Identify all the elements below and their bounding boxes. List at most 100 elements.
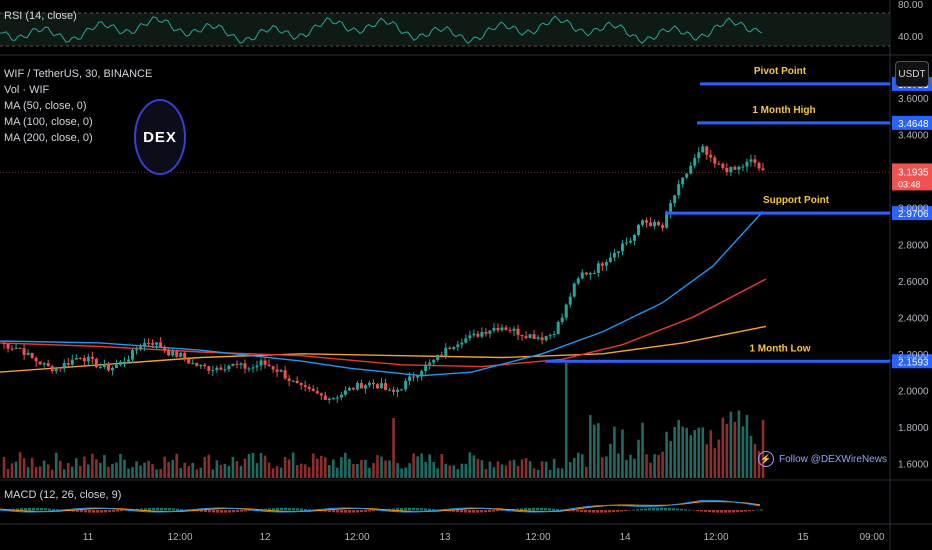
candle-body — [74, 357, 78, 360]
candle-body — [552, 334, 556, 336]
volume-bar — [508, 460, 512, 478]
candle-body — [223, 369, 227, 371]
candle-body — [159, 342, 163, 348]
macd-histogram-bar — [712, 510, 715, 513]
candle-body — [641, 220, 645, 225]
candles — [2, 143, 765, 404]
rsi-band — [0, 13, 890, 46]
volume-bar — [46, 464, 50, 478]
macd-histogram-bar — [352, 510, 355, 513]
candle-body — [34, 357, 38, 362]
macd-histogram-bar — [144, 508, 147, 511]
macd-histogram-bar — [420, 508, 423, 511]
candle-body — [143, 342, 147, 347]
volume-bar — [729, 411, 733, 478]
volume-bar — [757, 450, 761, 478]
volume-bar — [195, 469, 199, 478]
candle-body — [363, 385, 367, 389]
volume-bar — [448, 465, 452, 478]
volume-bar — [456, 469, 460, 478]
level-price-label: 3.4648 — [898, 119, 929, 130]
price-tick: 2.2000 — [898, 350, 929, 361]
ma-50-line[interactable]: MA (50, close, 0) — [4, 100, 87, 112]
volume-bar — [139, 465, 142, 478]
symbol-line[interactable]: WIF / TetherUS, 30, BINANCE — [4, 68, 153, 80]
candle-body — [528, 334, 532, 339]
candle-body — [114, 364, 118, 368]
volume-bar — [207, 454, 211, 478]
candle-body — [359, 382, 363, 389]
macd-histogram-bar — [452, 510, 455, 512]
volume-bar — [472, 455, 476, 478]
candle-body — [131, 349, 135, 360]
macd-histogram-bar — [536, 507, 539, 511]
price-tick: 3.4000 — [898, 131, 929, 142]
candle-body — [645, 220, 649, 223]
ma-200-line[interactable]: MA (200, close, 0) — [4, 132, 93, 144]
macd-histogram-bar — [608, 510, 611, 513]
candle-body — [665, 213, 669, 228]
volume-bar — [239, 465, 243, 478]
macd-histogram-bar — [428, 508, 431, 511]
volume-bar — [50, 469, 54, 478]
candle-body — [22, 348, 26, 356]
currency-button[interactable]: USDT — [895, 61, 929, 87]
volume-bar — [753, 444, 757, 478]
macd-histogram-bar — [480, 510, 483, 513]
volume-bar — [709, 430, 713, 478]
candle-body — [729, 167, 733, 173]
volume-bar — [75, 458, 78, 478]
volume-bar — [609, 443, 612, 478]
volume-bar — [380, 456, 383, 478]
macd-histogram-bar — [204, 510, 207, 513]
volume-bar — [717, 439, 721, 478]
candle-body — [568, 296, 572, 305]
macd-histogram-bar — [48, 508, 51, 511]
volume-bar — [504, 465, 508, 478]
candle-body — [472, 333, 476, 336]
macd-histogram-bar — [456, 510, 459, 513]
volume-bar — [247, 454, 251, 478]
candle-body — [287, 378, 291, 382]
candle-body — [753, 159, 757, 163]
macd-histogram-bar — [548, 508, 551, 511]
volume-bar — [576, 452, 580, 478]
candle-body — [612, 252, 616, 258]
volume-bar — [480, 460, 484, 478]
candle-body — [10, 348, 14, 350]
volume-bar — [42, 460, 46, 478]
macd-histogram-bar — [264, 508, 267, 511]
volume-bar — [191, 462, 195, 478]
volume-bar — [420, 453, 423, 478]
candle-body — [572, 283, 576, 297]
volume-bar — [171, 460, 174, 478]
macd-histogram-bar — [72, 510, 75, 512]
volume-bar — [432, 462, 436, 478]
volume-bar — [649, 462, 652, 478]
macd-histogram-bar — [408, 507, 411, 511]
volume-bar — [633, 458, 636, 478]
ma-100-line[interactable]: MA (100, close, 0) — [4, 116, 93, 128]
volume-bar — [384, 460, 387, 478]
macd-histogram-bar — [356, 510, 359, 513]
macd-histogram-bar — [576, 510, 579, 512]
candle-body — [448, 347, 452, 349]
candle-body — [14, 348, 18, 350]
candle-body — [388, 389, 392, 391]
candle-body — [347, 387, 351, 391]
candle-body — [737, 166, 741, 170]
volume-bar — [613, 426, 616, 478]
volume-bar — [70, 466, 74, 478]
level-price-tag — [892, 206, 932, 221]
macd-histogram-bar — [168, 508, 171, 511]
candle-body — [721, 163, 725, 169]
macd-histogram-bar — [556, 508, 559, 511]
lightning-icon: ⚡ — [758, 451, 774, 467]
vol-line[interactable]: Vol · WIF — [4, 84, 50, 96]
macd-histogram-bar — [460, 510, 463, 513]
macd-histogram-bar — [92, 510, 95, 513]
volume-bar — [179, 468, 183, 478]
macd-histogram-bar — [52, 508, 55, 511]
macd-histogram-bar — [360, 510, 363, 513]
